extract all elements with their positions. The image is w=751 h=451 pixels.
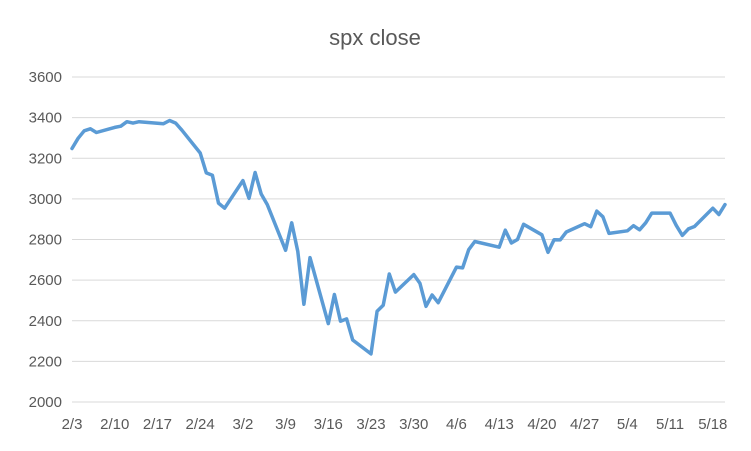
x-tick-label: 4/20	[527, 416, 556, 433]
x-tick-label: 4/13	[485, 416, 514, 433]
y-tick-label: 3600	[29, 69, 62, 86]
x-tick-label: 2/10	[100, 416, 129, 433]
y-tick-label: 2400	[29, 313, 62, 330]
gridlines	[72, 76, 725, 403]
x-tick-label: 2/3	[62, 416, 83, 433]
x-tick-label: 3/16	[314, 416, 343, 433]
y-tick-label: 3200	[29, 150, 62, 167]
x-axis-ticks: 2/3 2/10 2/17 2/24 3/2 3/9 3/16 3/23 3/30 4/6 4/13…	[62, 416, 728, 433]
y-tick-label: 3000	[29, 191, 62, 208]
x-tick-label: 3/2	[232, 416, 253, 433]
x-tick-label: 5/4	[617, 416, 638, 433]
series-line	[70, 118, 727, 356]
y-tick-label: 3400	[29, 110, 62, 127]
x-tick-label: 3/9	[275, 416, 296, 433]
x-tick-label: 3/23	[356, 416, 385, 433]
x-tick-label: 2/17	[143, 416, 172, 433]
y-tick-label: 2600	[29, 272, 62, 289]
series-layer	[70, 118, 727, 356]
x-tick-label: 5/11	[656, 416, 684, 433]
y-tick-label: 2000	[29, 394, 62, 411]
x-tick-label: 2/24	[186, 416, 215, 433]
x-tick-label: 3/30	[399, 416, 428, 433]
x-tick-label: 5/18	[698, 416, 727, 433]
chart-title: spx close	[329, 25, 421, 50]
y-tick-label: 2800	[29, 232, 62, 249]
x-tick-label: 4/6	[446, 416, 467, 433]
y-axis-ticks: 2000 2200 2400 2600 2800 3000 3200 3400 3600	[29, 69, 62, 411]
y-tick-label: 2200	[29, 353, 62, 370]
x-tick-label: 4/27	[570, 416, 599, 433]
